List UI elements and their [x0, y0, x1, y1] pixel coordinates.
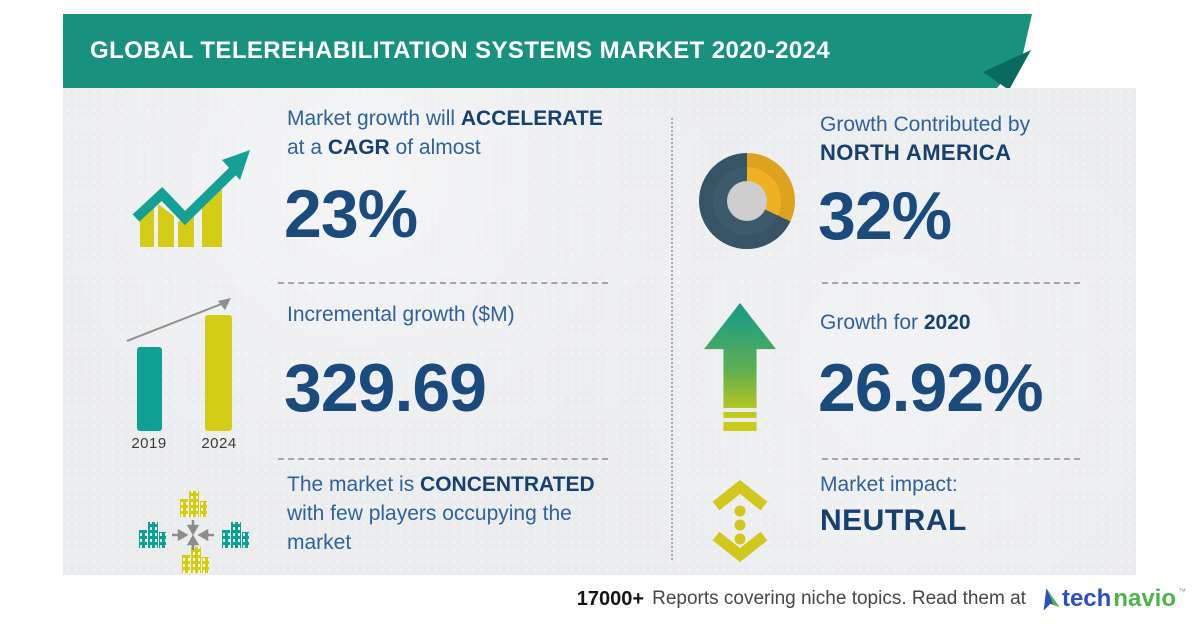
region-line1: Growth Contributed by — [820, 113, 1031, 136]
buildings-top — [180, 491, 207, 517]
growth2020-value: 26.92% — [818, 350, 1044, 426]
technavio-logo[interactable]: tech navio ™ — [1038, 587, 1186, 611]
arrow-stripe-gap — [723, 418, 757, 422]
growth-trend-arrow-icon — [132, 150, 250, 247]
cagr-text-2: at a — [287, 136, 328, 159]
cagr-label: CAGR — [327, 136, 390, 159]
bar-label-2019: 2019 — [131, 435, 167, 452]
brand-navio: navio — [1113, 585, 1176, 612]
region-name: NORTH AMERICA — [820, 140, 1012, 165]
arrow-stripe-gap — [723, 408, 757, 412]
growth2020-year: 2020 — [923, 311, 971, 334]
concentration-blurb: The market is CONCENTRATED with few play… — [287, 470, 635, 557]
impact-label: Market impact: — [820, 473, 958, 496]
center-arrows — [172, 520, 214, 550]
chevron-up — [712, 480, 768, 511]
concentration-text-2: with few players occupying the market — [287, 502, 572, 554]
brand-trademark: ™ — [1178, 587, 1186, 596]
separator-right-2 — [822, 458, 1080, 460]
impact-value: NEUTRAL — [820, 504, 967, 537]
technavio-logo-icon — [1043, 588, 1060, 611]
separator-left-1 — [278, 282, 608, 284]
bar-2019 — [137, 347, 162, 431]
column-divider — [671, 118, 673, 560]
header-banner: GLOBAL TELEREHABILITATION SYSTEMS MARKET… — [63, 14, 1032, 88]
dot — [734, 533, 746, 545]
separator-left-2 — [278, 458, 608, 460]
cagr-value: 23% — [284, 176, 418, 252]
bar-2024 — [205, 315, 232, 431]
teal-arrow — [132, 150, 250, 226]
growth2020-text: Growth for — [820, 311, 924, 334]
dot — [734, 519, 746, 531]
donut-chart-icon — [699, 153, 795, 249]
region-share-value: 32% — [818, 178, 952, 254]
buildings-right — [222, 522, 249, 548]
cagr-text-1: Market growth will — [287, 107, 461, 130]
brand-tech: tech — [1061, 585, 1112, 612]
banner-fold-corner — [983, 50, 1031, 90]
dot — [734, 505, 746, 517]
cagr-blurb: Market growth will ACCELERATE at a CAGR … — [287, 104, 622, 162]
bar-label-2024: 2024 — [201, 435, 237, 452]
bar-comparison-svg — [126, 298, 232, 431]
concentration-text-1: The market is — [287, 473, 421, 496]
reports-count: 17000+ — [576, 587, 645, 610]
growth2020-label: Growth for 2020 — [820, 308, 971, 337]
concentration-keyword: CONCENTRATED — [420, 473, 595, 496]
buildings-bottom — [182, 547, 209, 573]
cagr-accelerate: ACCELERATE — [460, 107, 603, 130]
incremental-label: Incremental growth ($M) — [287, 303, 515, 326]
bar-comparison-icon: 2019 2024 — [118, 295, 263, 457]
page-title: GLOBAL TELEREHABILITATION SYSTEMS MARKET… — [90, 37, 831, 64]
incremental-value: 329.69 — [284, 350, 487, 426]
footer-bar: 17000+ Reports covering niche topics. Re… — [0, 577, 1186, 621]
footer-tagline: Reports covering niche topics. Read them… — [652, 588, 1026, 609]
trend-arrowhead — [218, 298, 231, 310]
market-concentration-buildings-icon — [139, 491, 249, 573]
cagr-text-3: of almost — [389, 136, 481, 159]
separator-right-1 — [822, 282, 1080, 284]
buildings-left — [139, 522, 166, 548]
neutral-impact-icon — [712, 480, 768, 562]
chevron-down — [712, 531, 768, 562]
